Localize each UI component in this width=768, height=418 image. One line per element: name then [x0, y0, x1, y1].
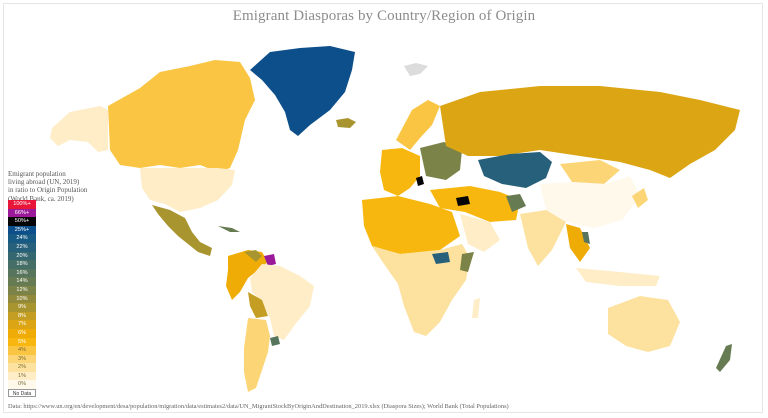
region-indonesia	[576, 268, 660, 286]
region-syria	[456, 196, 470, 206]
chart-frame	[3, 3, 763, 413]
region-australia	[608, 296, 680, 352]
region-colombia-venezuela	[226, 250, 268, 300]
legend-swatch: 3%	[8, 354, 36, 364]
region-madagascar	[472, 298, 480, 318]
legend-caption-line: living abroad (UN, 2019)	[8, 178, 80, 187]
region-india	[520, 210, 566, 266]
legend-swatch: 12%	[8, 285, 36, 295]
legend-swatch: 1%	[8, 371, 36, 381]
region-sub-saharan-africa	[372, 244, 470, 336]
region-cuba	[218, 226, 240, 232]
legend-swatch: 7%	[8, 320, 36, 329]
region-mongolia	[560, 160, 620, 184]
legend-swatch: 4%	[8, 346, 36, 355]
region-china	[540, 176, 640, 228]
legend-swatch: 24%	[8, 234, 36, 243]
legend-swatch: 5%	[8, 337, 36, 347]
legend-caption-line: Emigrant population	[8, 170, 66, 178]
legend-swatch: 2%	[8, 363, 36, 372]
region-afghanistan	[506, 194, 526, 212]
region-kazakhstan	[478, 152, 552, 188]
legend-swatch: 16%	[8, 268, 36, 278]
legend-swatch: 10%	[8, 294, 36, 304]
legend-swatch: 25%+	[8, 225, 36, 235]
legend-swatch: 14%	[8, 277, 36, 286]
region-mexico	[152, 205, 212, 256]
legend-swatch: 18%	[8, 260, 36, 269]
region-brazil	[250, 264, 314, 340]
region-laos	[582, 232, 590, 244]
region-uruguay	[270, 336, 280, 346]
region-north-africa	[362, 196, 460, 254]
region-arabia	[460, 214, 500, 252]
legend-swatch: 6%	[8, 328, 36, 338]
legend-swatch: 22%	[8, 242, 36, 252]
region-suriname	[264, 254, 276, 266]
legend-swatch: 66%+	[8, 208, 36, 218]
map-title: Emigrant Diasporas by Country/Region of …	[232, 8, 536, 24]
legend-swatch: 0%	[8, 380, 36, 390]
legend-swatch: 9%	[8, 303, 36, 312]
region-argentina	[244, 318, 270, 392]
legend-caption: Emigrant population living abroad (UN, 2…	[8, 170, 87, 203]
legend-swatch: 100%+	[8, 200, 36, 209]
region-somalia	[460, 252, 474, 272]
region-bosnia	[416, 176, 424, 186]
legend-swatch: 20%	[8, 251, 36, 261]
legend-swatch: 50%+	[8, 217, 36, 226]
legend-caption-line: (World Bank, ca. 2019)	[8, 194, 74, 203]
legend-caption-line: in ratio to Origin Population	[8, 186, 88, 195]
region-new-zealand	[716, 344, 732, 372]
data-source-note: Data: https://www.un.org/en/development/…	[8, 403, 509, 410]
region-scandinavia	[396, 100, 440, 150]
region-japan-korea	[632, 188, 648, 208]
legend: 100%+ 66%+ 50%+ 25%+ 24% 22% 20% 18% 16% 14% 12% 10…	[8, 200, 36, 398]
legend-no-data: No Data	[8, 389, 36, 398]
region-turkey-iran	[430, 186, 520, 222]
region-guyana	[244, 250, 262, 262]
region-western-europe	[380, 148, 420, 196]
region-iceland	[336, 118, 356, 128]
region-united-states	[140, 168, 235, 212]
region-greenland	[250, 46, 355, 136]
region-south-sudan	[432, 252, 450, 264]
region-southeast-asia	[566, 224, 590, 262]
region-canada	[108, 60, 255, 172]
region-svalbard	[404, 63, 428, 76]
legend-swatch: 8%	[8, 311, 36, 321]
region-eastern-europe	[420, 142, 462, 180]
region-russia	[440, 86, 740, 178]
region-bolivia	[248, 292, 268, 318]
region-alaska	[50, 106, 108, 152]
